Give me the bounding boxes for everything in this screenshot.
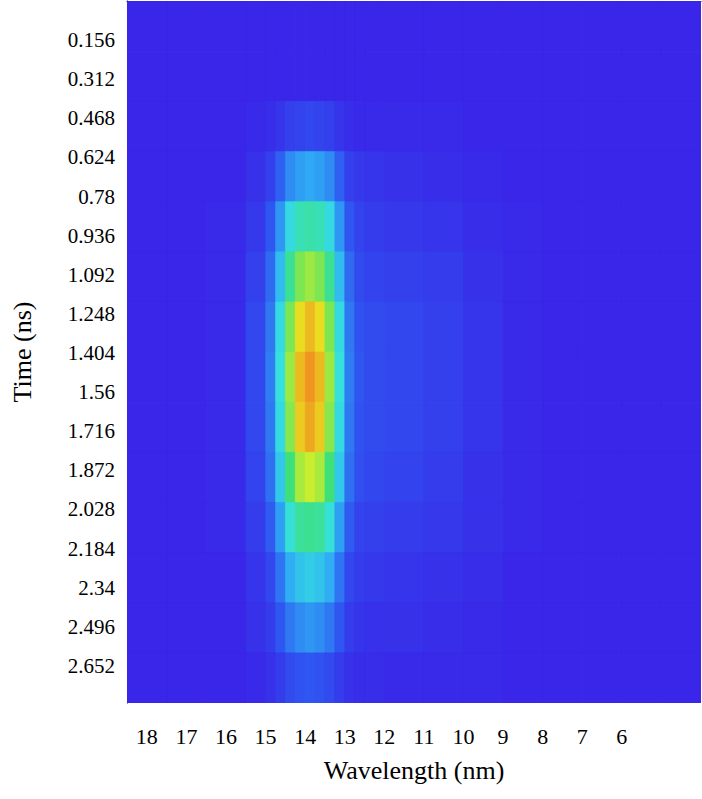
svg-text:18: 18 (136, 724, 158, 749)
svg-text:Wavelength (nm): Wavelength (nm) (324, 756, 505, 785)
svg-text:1.872: 1.872 (68, 458, 115, 482)
svg-text:16: 16 (215, 724, 237, 749)
svg-text:8: 8 (537, 724, 548, 749)
svg-text:17: 17 (175, 724, 197, 749)
svg-text:0.312: 0.312 (68, 67, 115, 91)
svg-text:2.028: 2.028 (68, 497, 115, 521)
svg-text:1.56: 1.56 (78, 380, 115, 404)
svg-text:14: 14 (294, 724, 316, 749)
svg-text:0.468: 0.468 (68, 106, 115, 130)
svg-text:2.652: 2.652 (68, 654, 115, 678)
svg-text:1.092: 1.092 (68, 263, 115, 287)
svg-text:2.496: 2.496 (68, 615, 115, 639)
svg-text:0.78: 0.78 (78, 185, 115, 209)
svg-text:12: 12 (373, 724, 395, 749)
svg-text:1.716: 1.716 (68, 419, 115, 443)
svg-text:Time (ns): Time (ns) (8, 302, 37, 403)
svg-text:2.184: 2.184 (68, 537, 116, 561)
svg-text:1.248: 1.248 (68, 302, 115, 326)
svg-text:6: 6 (616, 724, 627, 749)
svg-text:15: 15 (255, 724, 277, 749)
svg-text:0.156: 0.156 (68, 28, 115, 52)
svg-text:10: 10 (452, 724, 474, 749)
svg-text:11: 11 (413, 724, 434, 749)
svg-text:9: 9 (498, 724, 509, 749)
svg-text:7: 7 (577, 724, 588, 749)
svg-text:13: 13 (334, 724, 356, 749)
svg-text:1.404: 1.404 (68, 341, 116, 365)
svg-text:0.936: 0.936 (68, 224, 115, 248)
svg-text:2.34: 2.34 (78, 576, 115, 600)
svg-text:0.624: 0.624 (68, 145, 116, 169)
